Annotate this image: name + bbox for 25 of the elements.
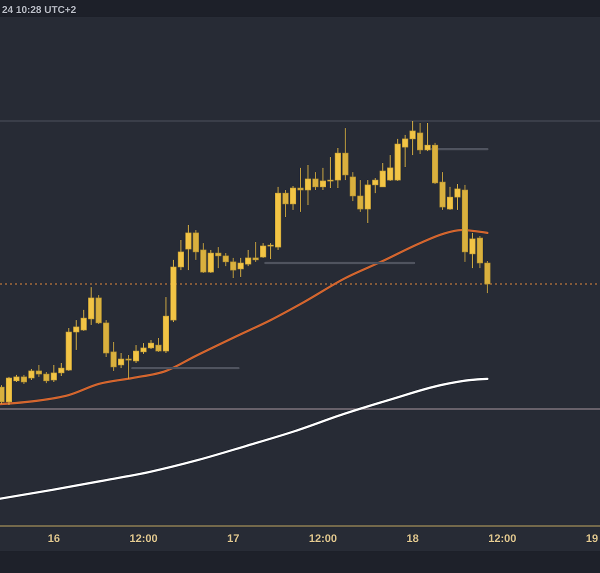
x-tick-label: 12:00 xyxy=(488,532,516,545)
x-tick-label: 19 xyxy=(586,532,598,545)
candlestick xyxy=(282,190,289,218)
candlestick xyxy=(469,232,476,269)
candlestick xyxy=(126,354,132,380)
candlestick xyxy=(28,368,34,381)
candlestick xyxy=(118,352,124,369)
candlestick xyxy=(417,122,424,154)
candlestick xyxy=(252,241,259,262)
x-tick-label: 16 xyxy=(48,532,60,545)
candlestick xyxy=(290,186,296,210)
candlestick xyxy=(342,128,348,181)
x-tick-label: 18 xyxy=(406,532,419,545)
candlestick xyxy=(304,164,312,206)
candlestick xyxy=(297,167,304,212)
candlestick xyxy=(312,172,319,191)
text: 24 10:28 UTC+2 xyxy=(2,5,77,16)
x-tick-label: 12:00 xyxy=(129,532,158,545)
candlestick xyxy=(424,122,431,152)
x-tick-label: 12:00 xyxy=(308,532,337,545)
x-tick-label: 17 xyxy=(227,532,240,545)
candlestick xyxy=(155,337,162,352)
candlestick xyxy=(185,224,192,271)
candlestick xyxy=(20,374,27,384)
candlestick xyxy=(208,249,214,274)
